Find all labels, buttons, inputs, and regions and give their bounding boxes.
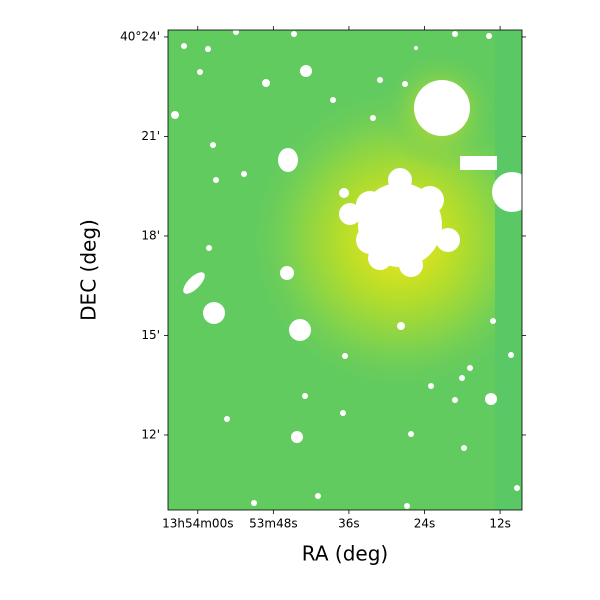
y-tick-label: 18' [141, 228, 160, 242]
y-tick-label: 12' [141, 427, 160, 441]
y-tick-label: 15' [141, 328, 160, 342]
x-tick-label: 12s [489, 517, 511, 531]
sky-image [168, 30, 522, 510]
plot-frame [167, 29, 523, 511]
y-tick-label: 21' [141, 129, 160, 143]
x-axis-label: RA (deg) [302, 542, 388, 566]
x-tick-label: 53m48s [249, 517, 297, 531]
x-tick-label: 13h54m00s [162, 517, 233, 531]
y-axis-label: DEC (deg) [77, 219, 101, 321]
y-tick-label: 40°24' [120, 29, 160, 43]
x-tick-label: 24s [414, 517, 436, 531]
x-tick-label: 36s [338, 517, 360, 531]
